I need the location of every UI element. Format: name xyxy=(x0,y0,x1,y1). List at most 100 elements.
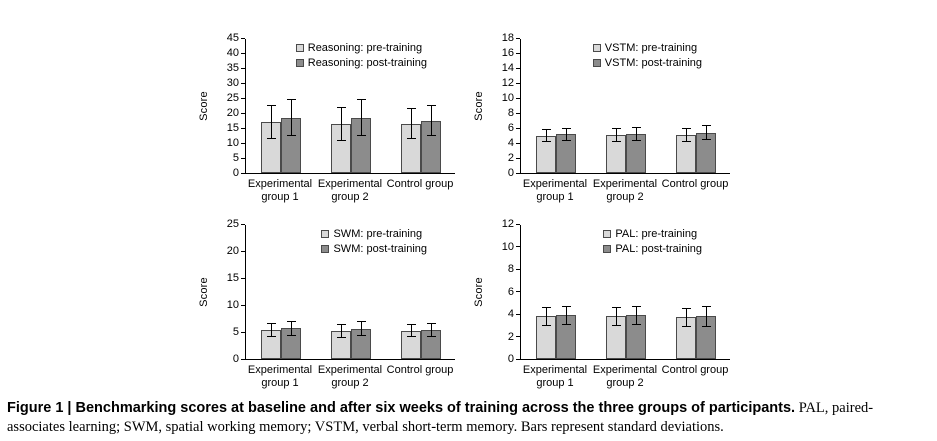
x-category-label: Experimental group 2 xyxy=(317,178,383,203)
legend: PAL: pre-training PAL: post-training xyxy=(603,228,702,258)
x-category-label: Control group xyxy=(661,364,729,376)
legend-swatch xyxy=(603,245,612,253)
y-tick xyxy=(241,67,245,69)
error-bar-cap xyxy=(682,325,691,327)
y-tick xyxy=(516,223,520,225)
y-tick xyxy=(516,142,520,144)
error-bar xyxy=(291,99,292,136)
error-bar-cap xyxy=(702,325,711,327)
y-tick xyxy=(241,127,245,129)
y-tick xyxy=(241,277,245,279)
error-bar-cap xyxy=(407,336,416,338)
y-tick-label: 10 xyxy=(501,240,514,253)
error-bar xyxy=(566,306,567,325)
legend-swatch xyxy=(295,44,304,52)
error-bar-cap xyxy=(287,99,296,100)
error-bar xyxy=(686,308,687,327)
x-category-label: Experimental group 2 xyxy=(592,178,658,203)
y-tick-label: 15 xyxy=(226,272,239,284)
error-bar xyxy=(616,128,617,142)
error-bar xyxy=(411,325,412,337)
y-tick-label: 12 xyxy=(501,77,514,89)
error-bar-cap xyxy=(682,141,691,142)
y-tick xyxy=(516,37,520,39)
error-bar-cap xyxy=(337,324,346,326)
y-tick-label: 14 xyxy=(501,62,514,74)
y-tick xyxy=(241,331,245,333)
figure-caption: Figure 1 | Benchmarking scores at baseli… xyxy=(7,399,931,437)
x-category-label: Experimental group 1 xyxy=(247,178,313,203)
y-tick-label: 10 xyxy=(226,137,239,149)
legend: VSTM: pre-training VSTM: post-training xyxy=(592,42,702,72)
x-category-label: Experimental group 1 xyxy=(522,364,588,389)
y-tick xyxy=(241,223,245,225)
legend-swatch xyxy=(603,230,612,238)
y-tick-label: 45 xyxy=(226,32,239,44)
legend: SWM: pre-training SWM: post-training xyxy=(321,228,427,258)
legend: Reasoning: pre-training Reasoning: post-t… xyxy=(295,42,427,72)
y-tick-label: 2 xyxy=(507,152,514,164)
plot-area: Reasoning: pre-training Reasoning: post-t… xyxy=(227,32,455,179)
y-tick-label: 6 xyxy=(507,285,514,298)
error-bar-cap xyxy=(542,324,551,326)
error-bar xyxy=(431,323,432,337)
error-bar-cap xyxy=(267,138,276,139)
error-bar xyxy=(546,129,547,142)
figure-panel-grid: Score Reasoning: pre-training Reasoning: … xyxy=(193,26,743,398)
error-bar xyxy=(291,321,292,336)
chart-reasoning: Score Reasoning: pre-training Reasoning: … xyxy=(193,26,468,212)
y-tick xyxy=(241,82,245,84)
legend-item: PAL: pre-training xyxy=(603,228,702,240)
x-category-label: Experimental group 1 xyxy=(522,178,588,203)
y-tick-label: 6 xyxy=(507,122,514,134)
y-tick xyxy=(241,172,245,174)
error-bar-cap xyxy=(407,138,416,139)
error-bar-cap xyxy=(407,324,416,326)
x-category-label: Experimental group 2 xyxy=(592,364,658,389)
error-bar-cap xyxy=(632,140,641,142)
error-bar-cap xyxy=(267,105,276,106)
y-tick xyxy=(516,336,520,337)
y-tick-label: 16 xyxy=(501,47,514,59)
y-tick xyxy=(241,142,245,144)
y-tick-label: 25 xyxy=(226,92,239,104)
x-axis-labels: Experimental group 1 Experimental group 2 Co… xyxy=(520,178,730,210)
error-bar-cap xyxy=(542,141,551,142)
legend-label: PAL: post-training xyxy=(615,243,702,255)
error-bar-cap xyxy=(357,335,366,337)
error-bar xyxy=(616,307,617,326)
y-tick xyxy=(241,37,245,39)
error-bar-cap xyxy=(407,108,416,109)
y-tick xyxy=(516,127,520,129)
error-bar xyxy=(271,323,272,337)
y-tick-label: 0 xyxy=(507,353,514,365)
error-bar-cap xyxy=(632,323,641,325)
figure-caption-text: PAL, paired-associates learning; SWM, sp… xyxy=(7,400,874,435)
error-bar-cap xyxy=(542,129,551,130)
y-tick-label: 25 xyxy=(226,218,239,230)
error-bar xyxy=(341,325,342,338)
chart-swm: Score SWM: pre-training SWM: post-trainin… xyxy=(193,212,468,398)
chart-pal: Score PAL: pre-training PAL: post-trainin… xyxy=(468,212,743,398)
error-bar-cap xyxy=(357,99,366,100)
y-tick-label: 8 xyxy=(507,263,514,275)
x-axis-labels: Experimental group 1 Experimental group 2 Co… xyxy=(245,178,455,210)
y-tick-label: 15 xyxy=(226,122,239,134)
plot-area: VSTM: pre-training VSTM: post-training 0 2… xyxy=(502,32,730,179)
y-tick-label: 0 xyxy=(507,167,514,179)
x-category-label: Control group xyxy=(386,364,454,376)
legend-label: SWM: post-training xyxy=(333,243,427,255)
error-bar xyxy=(566,128,567,140)
error-bar-cap xyxy=(337,106,346,108)
y-tick xyxy=(516,291,520,292)
error-bar xyxy=(706,125,707,140)
y-tick xyxy=(516,52,520,54)
legend-item: VSTM: post-training xyxy=(592,57,702,69)
error-bar-cap xyxy=(612,306,621,308)
error-bar xyxy=(546,307,547,326)
error-bar-cap xyxy=(357,135,366,136)
error-bar xyxy=(686,128,687,142)
y-axis-label: Score xyxy=(198,277,210,307)
y-tick-label: 30 xyxy=(226,77,239,89)
y-tick xyxy=(241,358,245,360)
